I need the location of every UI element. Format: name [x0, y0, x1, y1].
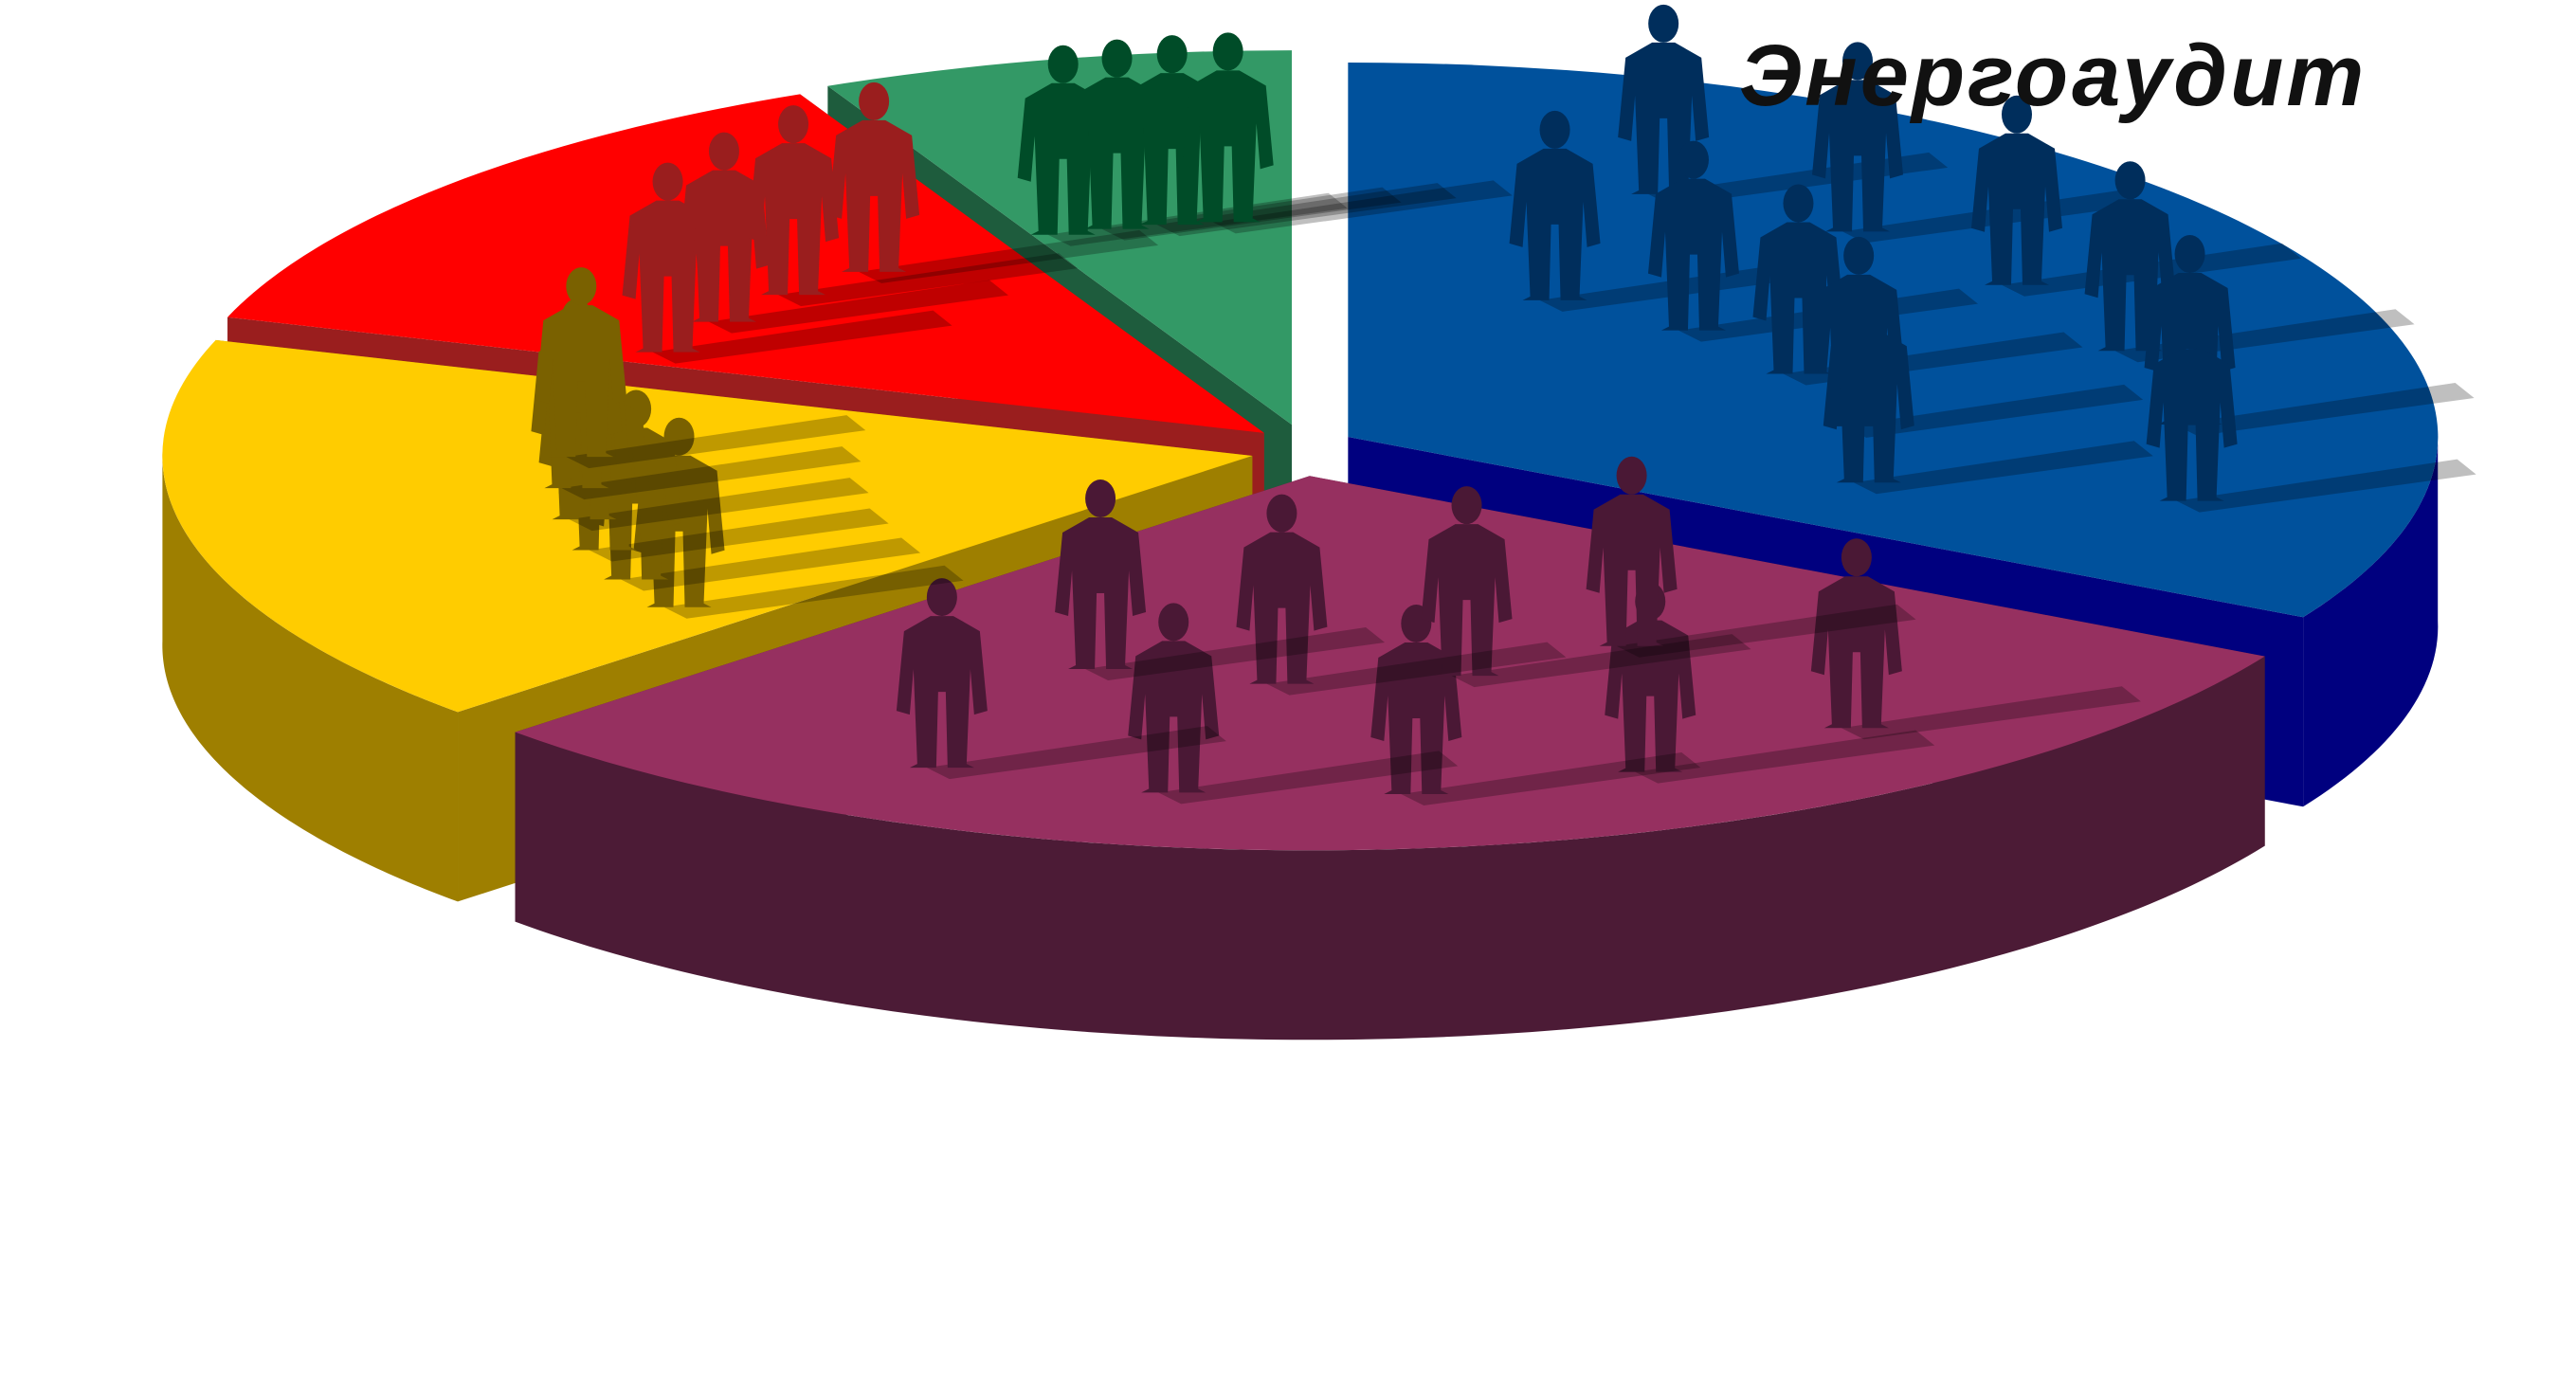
person-silhouette-icon — [1370, 604, 1701, 805]
person-silhouette-icon — [748, 105, 1079, 307]
chart-title: Энергоаудит — [1739, 27, 2367, 124]
person-silhouette-icon — [1421, 486, 1751, 688]
person-silhouette-icon — [1055, 479, 1386, 681]
person-silhouette-icon — [1236, 494, 1567, 696]
slice-rim-2-0 — [162, 451, 459, 902]
person-silhouette-icon — [896, 578, 1226, 780]
slice-figures-1 — [896, 456, 2141, 805]
person-silhouette-icon — [1823, 293, 2153, 495]
person-silhouette-icon — [2146, 311, 2476, 513]
slice-rim-1-0 — [515, 656, 2265, 1040]
person-silhouette-icon — [678, 132, 1008, 334]
slice-figures-4 — [1017, 32, 1513, 246]
person-silhouette-icon — [828, 81, 1159, 283]
slice-figures-3 — [622, 81, 1159, 364]
slice-figures-0 — [1509, 4, 2476, 513]
person-silhouette-icon — [1586, 456, 1916, 658]
person-silhouette-icon — [1128, 603, 1459, 805]
person-silhouette-icon — [1182, 32, 1513, 234]
person-silhouette-icon — [535, 267, 866, 469]
pie-figures — [531, 4, 2476, 805]
slice-figures-2 — [531, 267, 964, 619]
person-silhouette-icon — [1810, 538, 2141, 740]
slice-rim-0-0 — [2303, 430, 2439, 807]
slice-top-2 — [162, 339, 1253, 713]
